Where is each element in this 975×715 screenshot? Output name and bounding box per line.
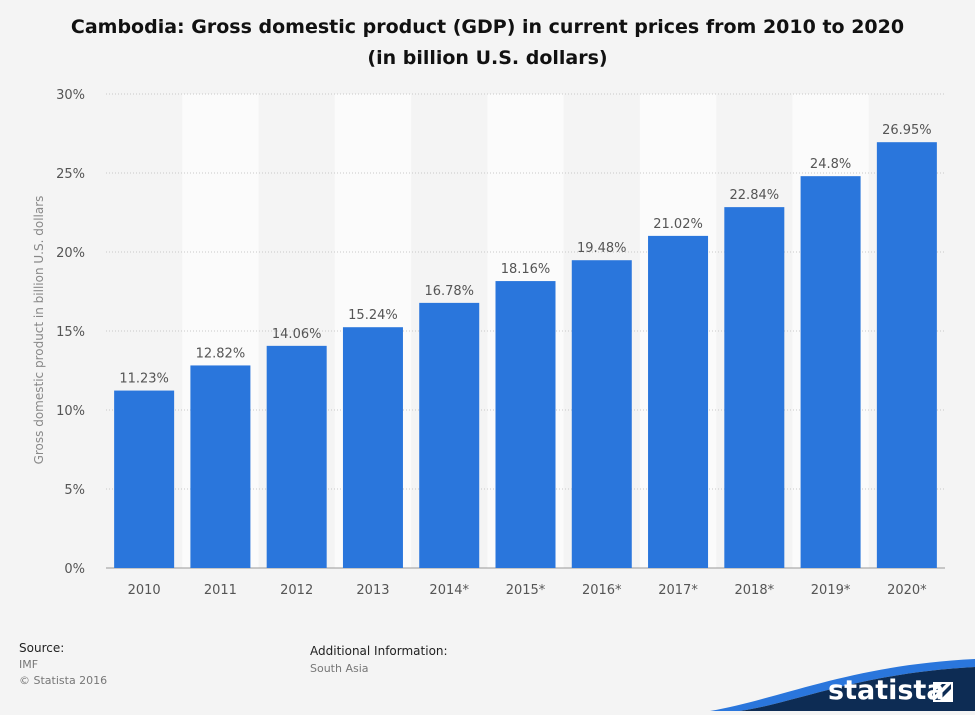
- bar-value-label: 14.06%: [272, 327, 322, 342]
- y-tick-label: 0%: [64, 562, 85, 577]
- x-tick-label: 2014*: [429, 583, 469, 598]
- x-tick-label: 2012: [280, 583, 313, 598]
- x-tick-label: 2016*: [582, 583, 622, 598]
- y-tick-label: 25%: [56, 167, 85, 182]
- bar: [876, 142, 937, 568]
- bar: [800, 176, 861, 568]
- additional-info-value: South Asia: [310, 662, 369, 675]
- bar: [495, 281, 556, 568]
- x-tick-label: 2011: [204, 583, 237, 598]
- statista-banner-shape: [710, 659, 975, 711]
- x-tick-label: 2017*: [658, 583, 698, 598]
- y-tick-label: 15%: [56, 325, 85, 340]
- bar: [266, 345, 327, 568]
- bar-value-label: 22.84%: [730, 188, 780, 203]
- bar-value-label: 19.48%: [577, 241, 627, 256]
- source-value: IMF: [19, 658, 39, 671]
- x-tick-label: 2018*: [735, 583, 775, 598]
- bar-value-label: 12.82%: [196, 346, 246, 361]
- bar: [190, 365, 251, 568]
- chart-title-line-2: (in billion U.S. dollars): [367, 47, 608, 69]
- statista-logo-text: statista: [828, 675, 945, 706]
- x-tick-label: 2013: [356, 583, 389, 598]
- bar-value-label: 18.16%: [501, 262, 551, 277]
- chart-title-line-1: Cambodia: Gross domestic product (GDP) i…: [70, 16, 905, 38]
- source-label: Source:: [19, 641, 65, 655]
- bar-value-label: 24.8%: [810, 157, 851, 172]
- bar: [419, 302, 480, 568]
- statista-logo-banner[interactable]: [700, 655, 975, 711]
- bar: [342, 327, 403, 568]
- bar: [648, 235, 709, 568]
- x-tick-label: 2019*: [811, 583, 851, 598]
- bar-value-label: 11.23%: [119, 372, 169, 387]
- statista-logo-icon: [933, 682, 953, 702]
- bar: [724, 207, 785, 569]
- y-tick-label: 10%: [56, 404, 85, 419]
- bar-value-label: 16.78%: [424, 284, 474, 299]
- bar: [114, 390, 175, 568]
- y-tick-label: 30%: [56, 88, 85, 103]
- x-tick-label: 2020*: [887, 583, 927, 598]
- bar: [571, 260, 632, 568]
- y-tick-label: 20%: [56, 246, 85, 261]
- bar-value-label: 21.02%: [653, 217, 703, 232]
- x-tick-label: 2010: [128, 583, 161, 598]
- x-tick-label: 2015*: [506, 583, 546, 598]
- chart-title: Cambodia: Gross domestic product (GDP) i…: [0, 12, 975, 74]
- bar-value-label: 15.24%: [348, 308, 398, 323]
- bar-value-label: 26.95%: [882, 123, 932, 138]
- copyright-text: © Statista 2016: [19, 674, 108, 687]
- y-tick-label: 5%: [64, 483, 85, 498]
- additional-info-label: Additional Information:: [310, 644, 448, 658]
